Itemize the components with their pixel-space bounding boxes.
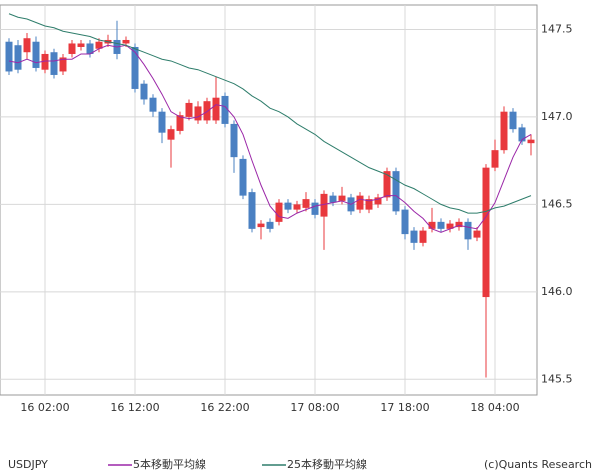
candle-body [491,150,499,168]
candle-body [95,41,103,49]
x-tick-label: 16 12:00 [110,401,159,414]
candle-body [167,129,175,140]
candle-body [230,123,238,158]
legend-label: 25本移動平均線 [287,457,367,471]
candle-body [320,193,328,217]
x-tick-label: 16 22:00 [200,401,249,414]
candle-body [284,202,292,210]
candle-body [68,43,76,54]
candle-body [257,223,265,228]
candle-body [365,199,373,210]
candle-body [311,202,319,215]
candle-body [473,230,481,238]
candle-body [509,111,517,130]
y-tick-label: 146.5 [541,197,573,210]
candle-body [428,221,436,229]
candle-body [500,111,508,151]
candle-body [203,101,211,121]
candle-body [14,45,22,70]
y-tick-label: 146.0 [541,285,573,298]
candle-body [185,102,193,117]
x-tick-label: 17 18:00 [380,401,429,414]
candle-body [401,209,409,235]
candle-body [527,139,535,144]
candle-body [41,53,49,70]
candle-body [140,83,148,100]
candle-body [482,167,490,298]
y-tick-label: 145.5 [541,372,573,385]
candle-body [275,202,283,222]
candle-body [194,106,202,121]
candle-body [248,192,256,229]
credit: (c)Quants Research [484,458,592,471]
candle-body [518,127,526,142]
candle-body [50,52,58,75]
plot-area [0,4,538,396]
candle-body [410,230,418,243]
candle-body [176,115,184,131]
candle-body [464,221,472,240]
candle-body [5,41,13,72]
moving-average-line [8,44,532,233]
x-tick-label: 18 04:00 [470,401,519,414]
candle-body [23,38,31,53]
candle-body [329,195,337,203]
moving-average-line [8,13,532,214]
candle-body [446,223,454,229]
candle-body [437,221,445,229]
candle-body [158,111,166,133]
candle-body [86,43,94,54]
symbol: USDJPY [8,458,48,471]
x-tick-label: 16 02:00 [20,401,69,414]
candle-body [149,97,157,112]
candle-body [356,195,364,210]
candle-body [221,95,229,124]
candle-body [77,43,85,47]
candle-body [32,41,40,68]
candle-body [212,97,220,121]
candle-body [293,204,301,210]
candle-body [266,221,274,229]
candle-body [239,158,247,196]
y-tick-label: 147.0 [541,110,573,123]
y-tick-label: 147.5 [541,22,573,35]
candle-body [131,46,139,89]
legend-label: 5本移動平均線 [133,457,206,471]
candle-body [455,221,463,228]
x-tick-label: 17 08:00 [290,401,339,414]
candle-body [302,199,310,208]
candle-body [122,39,130,44]
candle-body [419,230,427,243]
candle-body [59,57,67,72]
candle-body [383,171,391,198]
candle-body [374,197,382,205]
candle-body [392,171,400,212]
candle-body [338,195,346,201]
